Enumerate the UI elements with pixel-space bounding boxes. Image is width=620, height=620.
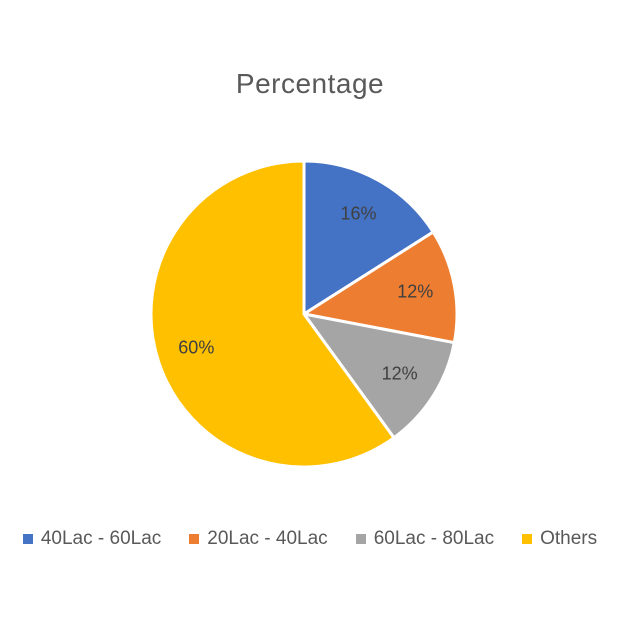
legend-item-20-40: 20Lac - 40Lac bbox=[189, 528, 328, 550]
legend-item-60-80: 60Lac - 80Lac bbox=[355, 528, 495, 550]
legend-item-others: Others bbox=[522, 528, 597, 550]
data-label-60-80: 12% bbox=[382, 363, 418, 383]
slice-20-40 bbox=[302, 230, 459, 345]
legend-swatch bbox=[22, 534, 33, 544]
legend-swatch bbox=[189, 534, 200, 544]
legend-swatch bbox=[522, 534, 533, 544]
legend: 40Lac - 60Lac 20Lac - 40Lac 60Lac - 80La… bbox=[0, 528, 620, 550]
legend-label: Others bbox=[540, 528, 598, 549]
data-label-20-40: 12% bbox=[397, 282, 433, 302]
legend-swatch bbox=[355, 534, 366, 544]
slice-40-60 bbox=[302, 159, 435, 316]
chart-title: Percentage bbox=[235, 68, 385, 99]
slice-60-80 bbox=[302, 312, 456, 440]
data-label-40-60: 16% bbox=[341, 204, 377, 224]
legend-label: 20Lac - 40Lac bbox=[207, 528, 328, 549]
data-label-others: 60% bbox=[178, 338, 214, 358]
legend-item-40-60: 40Lac - 60Lac bbox=[22, 528, 162, 550]
legend-label: 60Lac - 80Lac bbox=[373, 528, 495, 549]
slice-others bbox=[149, 159, 396, 469]
legend-label: 40Lac - 60Lac bbox=[40, 528, 162, 549]
